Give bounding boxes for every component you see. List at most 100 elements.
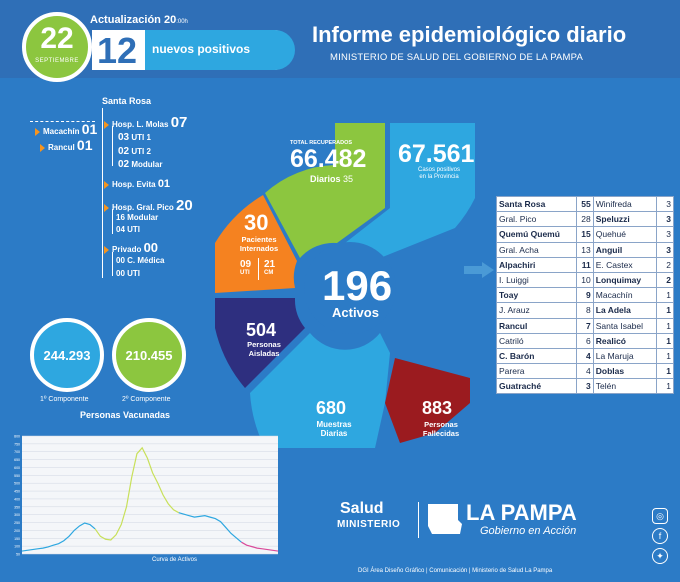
active-value: 196 xyxy=(322,262,393,309)
table-row: Alpachiri 11 E. Castex 2 xyxy=(496,256,674,273)
locality-name: La Maruja xyxy=(592,347,658,365)
y-tick-label: 350 xyxy=(14,505,20,509)
twitter-icon[interactable]: ✦ xyxy=(652,548,668,564)
locality-count: 28 xyxy=(575,211,594,228)
deaths-label: Personas Fallecidas xyxy=(422,420,460,438)
locality-count: 4 xyxy=(575,347,594,365)
recovered-value: 66.482 xyxy=(290,145,367,173)
active-curve-line xyxy=(21,522,96,552)
y-tick-label: 550 xyxy=(14,474,20,478)
deaths-value: 883 xyxy=(422,398,453,418)
locality-name: Quemú Quemú xyxy=(496,226,577,243)
locality-name: Doblas xyxy=(592,363,658,380)
privado-cmed: 00 C. Médica xyxy=(116,256,165,265)
gobierno-text: Gobierno en Acción xyxy=(480,525,577,537)
ministerio-text: MINISTERIO xyxy=(337,519,401,530)
locality-name: Anguil xyxy=(592,241,658,258)
locality-name: Gral. Acha xyxy=(496,241,577,258)
locality-name: Santa Rosa xyxy=(496,195,577,213)
evita-row: Hosp. Evita 01 xyxy=(104,178,170,190)
locality-count: 55 xyxy=(575,195,594,213)
locality-count: 3 xyxy=(656,226,674,243)
recovered-segment xyxy=(265,123,385,258)
locality-count: 1 xyxy=(656,302,674,319)
locality-count: 3 xyxy=(575,378,594,395)
new-cases-count: 12 xyxy=(97,30,138,71)
new-cases-label: nuevos positivos xyxy=(152,42,251,56)
cm-count: 21 CM xyxy=(264,259,276,276)
comp2-circle: 210.455 xyxy=(112,318,186,392)
locality-name: Guatraché xyxy=(496,378,577,395)
comp1-label: 1º Componente xyxy=(40,396,89,403)
molas-row: Hosp. L. Molas 07 xyxy=(104,114,187,131)
recovered-daily: Diarios 35 xyxy=(310,174,354,184)
y-tick-label: 200 xyxy=(14,529,20,533)
modular-row: 02 Modular xyxy=(118,159,163,170)
locality-count: 3 xyxy=(656,241,674,258)
active-curve-chart: 800 750 700 650 600 550 500 450 400 350 300 250 200 1… xyxy=(14,435,279,557)
locality-count: 1 xyxy=(656,347,674,365)
y-tick-label: 650 xyxy=(14,458,20,462)
table-row: I. Luiggi 10 Lonquimay 2 xyxy=(496,271,674,289)
active-curve-line xyxy=(241,541,279,552)
table-row: Santa Rosa 55 Winifreda 3 xyxy=(496,195,674,213)
pico-row: Hosp. Gral. Pico 20 xyxy=(104,197,193,214)
locality-name: Quehué xyxy=(592,226,658,243)
y-tick-label: 250 xyxy=(14,521,20,525)
table-row: Parera 4 Doblas 1 xyxy=(496,363,674,380)
comp1-value: 244.293 xyxy=(43,348,91,363)
table-row: Gral. Pico 28 Speluzzi 3 xyxy=(496,211,674,228)
y-tick-label: 150 xyxy=(14,537,20,541)
la-pampa-map-icon xyxy=(428,504,462,534)
page-subtitle: MINISTERIO DE SALUD DEL GOBIERNO DE LA P… xyxy=(330,52,584,63)
pico-modular: 16 Modular xyxy=(116,213,159,222)
locality-name: Lonquimay xyxy=(592,271,658,289)
y-tick-label: 300 xyxy=(14,513,20,517)
locality-count: 1 xyxy=(656,363,674,380)
rancul-row: Rancul 01 xyxy=(40,137,92,153)
locality-count: 9 xyxy=(575,287,594,304)
table-row: Quemú Quemú 15 Quehué 3 xyxy=(496,226,674,243)
locality-count: 4 xyxy=(575,363,594,380)
instagram-icon[interactable]: ◎ xyxy=(652,508,668,524)
locality-count: 3 xyxy=(656,211,674,228)
samples-segment xyxy=(250,333,390,448)
chart-plot-area xyxy=(22,436,278,554)
hosp-value: 30 xyxy=(244,210,269,235)
active-curve-line xyxy=(178,512,242,543)
locality-count: 1 xyxy=(656,317,674,334)
isolated-value: 504 xyxy=(246,320,277,340)
locality-count: 1 xyxy=(656,378,674,395)
locality-count: 8 xyxy=(575,302,594,319)
facebook-icon[interactable]: f xyxy=(652,528,668,544)
table-row: C. Barón 4 La Maruja 1 xyxy=(496,347,674,365)
new-cases-band xyxy=(145,30,295,70)
y-tick-label: 100 xyxy=(14,545,20,549)
table-row: Toay 9 Macachín 1 xyxy=(496,287,674,304)
y-tick-label: 700 xyxy=(14,450,20,454)
samples-label: Muestras Diarias xyxy=(316,420,352,438)
salud-logo: Salud xyxy=(340,500,384,517)
locality-name: Realicó xyxy=(592,332,658,349)
table-row: J. Arauz 8 La Adela 1 xyxy=(496,302,674,319)
update-label: Actualización 20:00h xyxy=(90,14,188,26)
locality-name: Gral. Pico xyxy=(496,211,577,228)
y-tick-label: 600 xyxy=(14,466,20,470)
hospital-tree: Santa Rosa Macachín 01 Rancul 01 Hosp. L… xyxy=(0,96,210,286)
locality-name: C. Barón xyxy=(496,347,577,365)
comp2-label: 2º Componente xyxy=(122,396,171,403)
date-badge: 22 SEPTIEMBRE xyxy=(22,12,92,82)
locality-name: J. Arauz xyxy=(496,302,577,319)
locality-count: 3 xyxy=(656,195,674,213)
pico-uti: 04 UTI xyxy=(116,225,141,234)
y-tick-label: 50 xyxy=(16,553,20,557)
recovered-label: TOTAL RECUPERADOS xyxy=(290,140,353,146)
privado-row: Privado 00 xyxy=(104,240,158,255)
locality-name: Catriló xyxy=(496,332,577,349)
month-name: SEPTIEMBRE xyxy=(35,58,79,64)
macachin-row: Macachín 01 xyxy=(35,121,97,137)
active-label: Activos xyxy=(332,305,379,320)
cases-segment xyxy=(345,123,475,258)
locality-count: 2 xyxy=(656,271,674,289)
